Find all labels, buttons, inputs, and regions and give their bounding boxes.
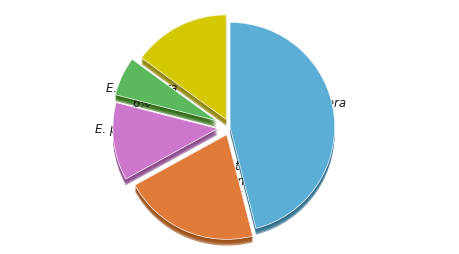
Wedge shape [134, 135, 252, 239]
Wedge shape [141, 18, 226, 123]
Wedge shape [141, 21, 226, 126]
Wedge shape [230, 29, 334, 235]
Wedge shape [115, 61, 216, 122]
Wedge shape [112, 103, 217, 179]
Wedge shape [115, 66, 216, 127]
Wedge shape [115, 59, 216, 121]
Text: Mangifera
indica
46%: Mangifera indica 46% [287, 97, 346, 140]
Wedge shape [230, 24, 334, 230]
Wedge shape [112, 109, 217, 185]
Wedge shape [112, 103, 217, 179]
Wedge shape [134, 138, 252, 243]
Wedge shape [112, 107, 217, 184]
Text: Millettia
laurentii
21%: Millettia laurentii 21% [207, 160, 256, 203]
Text: E. platyphylla
12%: E. platyphylla 12% [95, 123, 175, 151]
Wedge shape [230, 25, 334, 232]
Wedge shape [141, 17, 226, 121]
Wedge shape [230, 22, 334, 228]
Wedge shape [134, 141, 252, 246]
Text: Terminalia
mantaly
15%: Terminalia mantaly 15% [238, 51, 299, 94]
Wedge shape [134, 136, 252, 241]
Wedge shape [112, 104, 217, 181]
Wedge shape [141, 20, 226, 124]
Wedge shape [115, 64, 216, 125]
Wedge shape [115, 59, 216, 121]
Wedge shape [141, 15, 226, 120]
Wedge shape [141, 15, 226, 120]
Wedge shape [115, 62, 216, 124]
Wedge shape [230, 27, 334, 233]
Wedge shape [112, 106, 217, 182]
Wedge shape [134, 139, 252, 244]
Wedge shape [230, 22, 334, 228]
Text: E. citriodora
6%: E. citriodora 6% [106, 82, 177, 109]
Wedge shape [134, 135, 252, 239]
